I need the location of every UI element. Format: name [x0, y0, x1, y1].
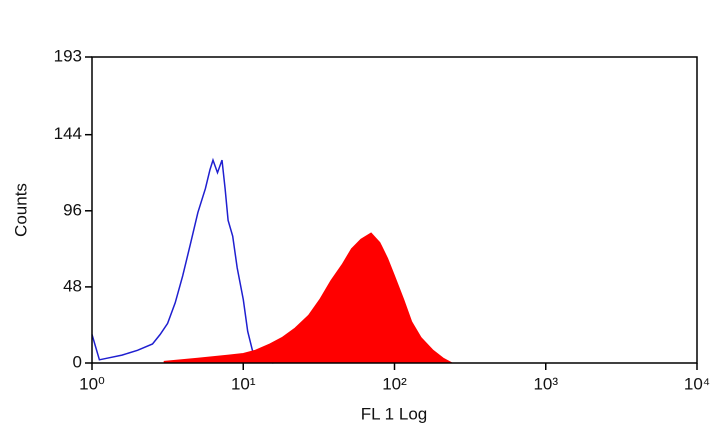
y-tick-label: 0 [73, 352, 82, 371]
y-axis-label: Counts [11, 183, 30, 237]
x-tick-label: 10³ [533, 374, 558, 393]
y-tick-label: 193 [54, 46, 82, 65]
x-axis-label: FL 1 Log [361, 404, 427, 423]
histogram-outline [91, 157, 274, 364]
x-tick-label: 10² [382, 374, 407, 393]
y-tick-label: 48 [63, 276, 82, 295]
y-tick-label: 144 [54, 124, 82, 143]
x-tick-label: 10⁴ [684, 374, 710, 393]
x-tick-label: 10⁰ [79, 374, 105, 393]
y-tick-label: 96 [63, 200, 82, 219]
x-tick-label: 10¹ [231, 374, 256, 393]
histogram-area [163, 232, 453, 364]
